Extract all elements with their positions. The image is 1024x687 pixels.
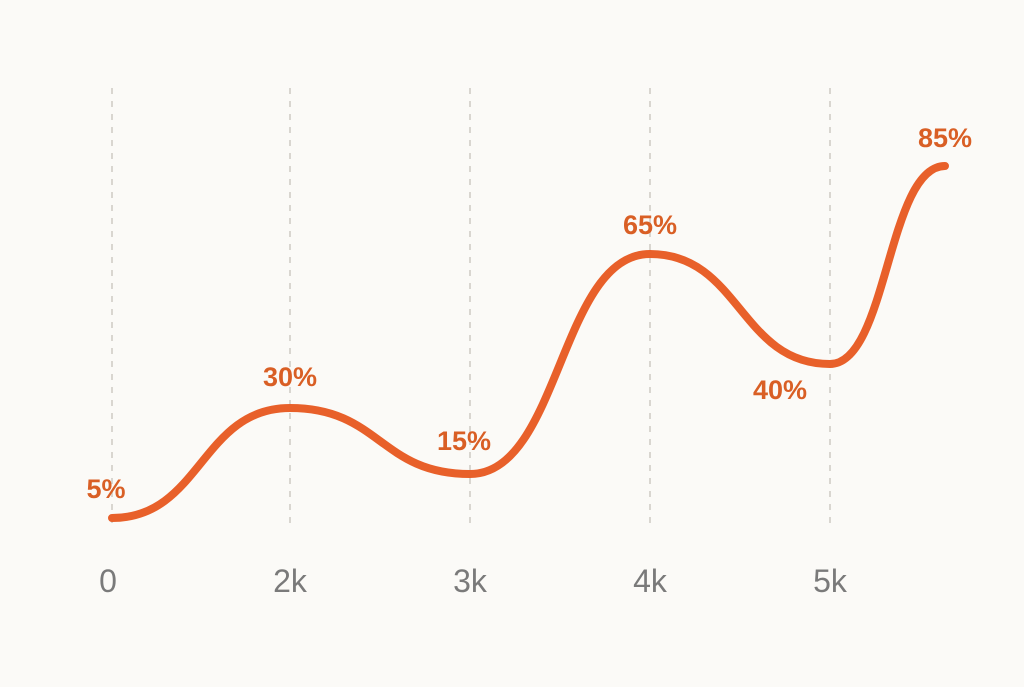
- x-tick-label-2k: 2k: [273, 563, 308, 599]
- data-label-0: 5%: [86, 474, 125, 504]
- data-point-3: [649, 253, 651, 255]
- x-tick-label-0: 0: [99, 563, 117, 599]
- x-tick-label-3k: 3k: [453, 563, 488, 599]
- x-axis-ticks: 0 2k 3k 4k 5k: [99, 563, 848, 599]
- x-tick-label-5k: 5k: [813, 563, 848, 599]
- data-label-4: 40%: [753, 375, 807, 405]
- data-label-5: 85%: [918, 123, 972, 153]
- data-point-4: [829, 363, 831, 365]
- data-point-1: [289, 407, 291, 409]
- series-line-group: [108, 162, 949, 522]
- data-label-2: 15%: [437, 426, 491, 456]
- series-line: [108, 162, 949, 522]
- data-label-1: 30%: [263, 362, 317, 392]
- data-label-3: 65%: [623, 210, 677, 240]
- x-tick-label-4k: 4k: [633, 563, 668, 599]
- data-point-0: [111, 517, 113, 519]
- grid-lines: [111, 88, 831, 528]
- data-point-5: [944, 165, 946, 167]
- data-point-2: [469, 473, 471, 475]
- data-labels: 5% 30% 15% 65% 40% 85%: [86, 123, 972, 504]
